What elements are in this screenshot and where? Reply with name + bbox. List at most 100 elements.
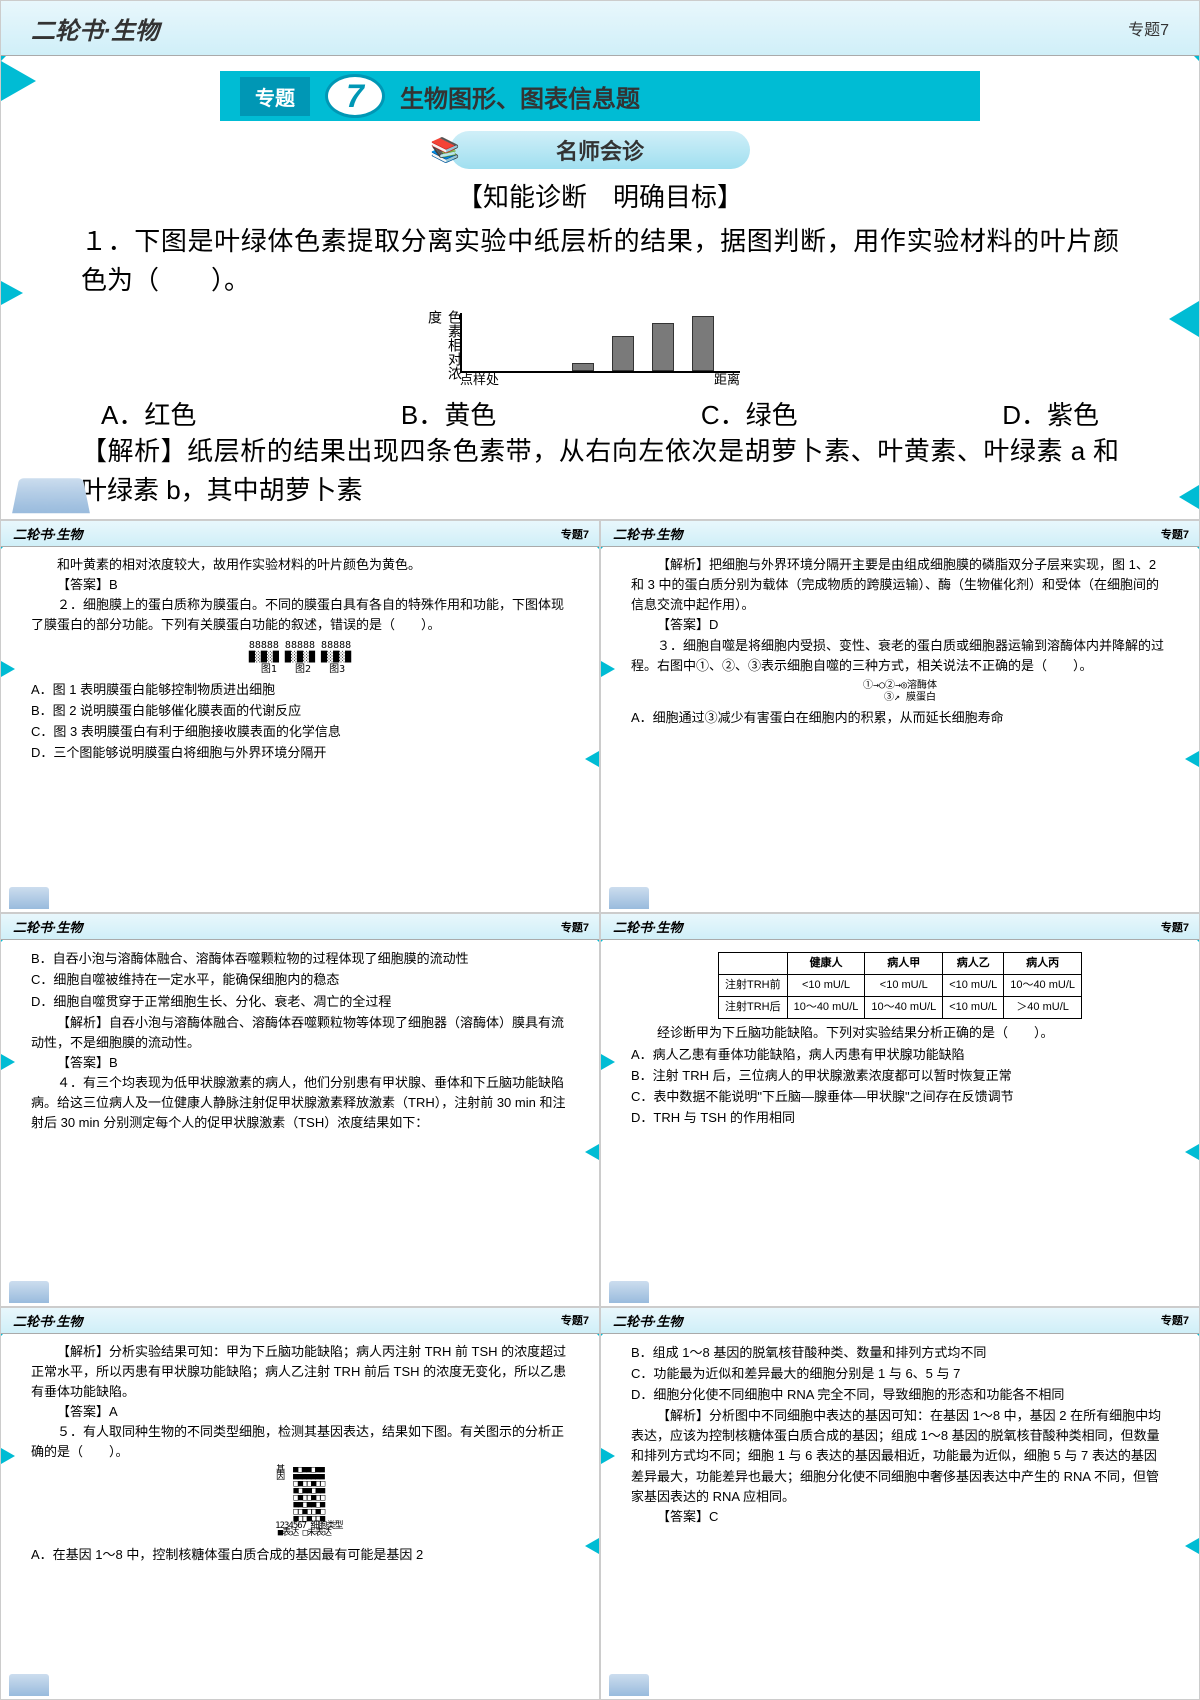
paragraph: ４．有三个均表现为低甲状腺激素的病人，他们分别患有甲状腺、垂体和下丘脑功能缺陷病…: [31, 1073, 569, 1133]
slide-content: 【解析】把细胞与外界环境分隔开主要是由组成细胞膜的磷脂双分子层来实现，图 1、2…: [601, 547, 1199, 737]
book-title: 二轮书·生物: [13, 917, 82, 936]
book-title: 二轮书·生物: [13, 524, 82, 543]
option: C．表中数据不能说明"下丘脑—腺垂体—甲状腺"之间存在反馈调节: [631, 1087, 1169, 1107]
book-decoration-icon: [609, 887, 649, 909]
chart-bar: [652, 323, 674, 371]
option: D．细胞分化使不同细胞中 RNA 完全不同，导致细胞的形态和功能各不相同: [631, 1385, 1169, 1405]
topic-label: 专题7: [1161, 526, 1189, 542]
option: D．三个图能够说明膜蛋白将细胞与外界环境分隔开: [31, 743, 569, 763]
decor-tri: [1, 281, 23, 305]
small-header: 二轮书·生物 专题7: [1, 1308, 599, 1334]
decor-tri: [1, 61, 36, 101]
book-decoration-icon: [609, 1674, 649, 1696]
inline-diagram: ①→○②→◎溶酶体 ③↗ 膜蛋白: [631, 680, 1169, 704]
topic-title: 生物图形、图表信息题: [400, 79, 640, 114]
option: B．组成 1～8 基因的脱氧核苷酸种类、数量和排列方式均不同: [631, 1343, 1169, 1363]
book-decoration-icon: [12, 478, 90, 513]
small-slide: 二轮书·生物 专题7 B．自吞小泡与溶酶体融合、溶酶体吞噬颗粒物的过程体现了细胞…: [0, 913, 600, 1306]
small-slide: 二轮书·生物 专题7 【解析】分析实验结果可知：甲为下丘脑功能缺陷；病人丙注射 …: [0, 1307, 600, 1700]
pigment-chart: 色素相对浓度 点样处 距离: [425, 310, 775, 385]
paragraph: 【答案】B: [31, 575, 569, 595]
paragraph: ３．细胞自噬是将细胞内受损、变性、衰老的蛋白质或细胞器运输到溶酶体内并降解的过程…: [631, 636, 1169, 676]
inline-diagram: 88888 88888 88888 █░█░█ █░█░█ █░█░█ 图1 图…: [31, 640, 569, 676]
paragraph: 【答案】C: [631, 1507, 1169, 1527]
topic-label: 专题7: [561, 526, 589, 542]
sub-banner: 📚 名师会诊: [450, 131, 750, 169]
paragraph: 【解析】自吞小泡与溶酶体融合、溶酶体吞噬颗粒物等体现了细胞器（溶酶体）膜具有流动…: [31, 1013, 569, 1053]
topic-label: 专题7: [1161, 1312, 1189, 1328]
option-a: A．红色: [101, 395, 196, 432]
decor-tri: [1179, 485, 1199, 509]
topic-tag: 专题: [240, 77, 310, 116]
decor-tri: [1169, 301, 1199, 337]
option: B．注射 TRH 后，三位病人的甲状腺激素浓度都可以暂时恢复正常: [631, 1066, 1169, 1086]
option: A．图 1 表明膜蛋白能够控制物质进出细胞: [31, 680, 569, 700]
paragraph: 【解析】把细胞与外界环境分隔开主要是由组成细胞膜的磷脂双分子层来实现，图 1、2…: [631, 555, 1169, 615]
paragraph: 【解析】分析实验结果可知：甲为下丘脑功能缺陷；病人丙注射 TRH 前 TSH 的…: [31, 1342, 569, 1402]
data-table: 健康人病人甲病人乙病人丙注射TRH前<10 mU/L<10 mU/L<10 mU…: [718, 952, 1082, 1019]
question-text: １．下图是叶绿体色素提取分离实验中纸层析的结果，据图判断，用作实验材料的叶片颜色…: [1, 222, 1199, 300]
chart-axis: [460, 313, 740, 373]
option: C．功能最为近似和差异最大的细胞分别是 1 与 6、5 与 7: [631, 1364, 1169, 1384]
books-icon: 📚: [430, 136, 460, 165]
book-title: 二轮书·生物: [613, 1311, 682, 1330]
option: D．细胞自噬贯穿于正常细胞生长、分化、衰老、凋亡的全过程: [31, 992, 569, 1012]
option: A．在基因 1～8 中，控制核糖体蛋白质合成的基因最有可能是基因 2: [31, 1545, 569, 1565]
small-header: 二轮书·生物 专题7: [1, 521, 599, 547]
option: B．自吞小泡与溶酶体融合、溶酶体吞噬颗粒物的过程体现了细胞膜的流动性: [31, 949, 569, 969]
xlabel-start: 点样处: [460, 369, 499, 388]
slide-content: B．组成 1～8 基因的脱氧核苷酸种类、数量和排列方式均不同C．功能最为近似和差…: [601, 1334, 1199, 1535]
option-b: B．黄色: [401, 395, 496, 432]
gene-grid-diagram: 基 ■□■■□■■ 因 ■■■■■■■ □■□□■□□ ■□■■□■■ □■□□…: [31, 1467, 569, 1541]
slide-content: 健康人病人甲病人乙病人丙注射TRH前<10 mU/L<10 mU/L<10 mU…: [601, 940, 1199, 1137]
book-title: 二轮书·生物: [31, 11, 159, 46]
topic-label: 专题7: [1128, 16, 1169, 40]
small-header: 二轮书·生物 专题7: [601, 521, 1199, 547]
chart-xlabels: 点样处 距离: [460, 369, 740, 388]
topic-number: 7: [325, 74, 385, 118]
slide-content: 【解析】分析实验结果可知：甲为下丘脑功能缺陷；病人丙注射 TRH 前 TSH 的…: [1, 1334, 599, 1574]
small-header: 二轮书·生物 专题7: [601, 1308, 1199, 1334]
option: B．图 2 说明膜蛋白能够催化膜表面的代谢反应: [31, 701, 569, 721]
book-decoration-icon: [9, 887, 49, 909]
book-decoration-icon: [609, 1281, 649, 1303]
topic-label: 专题7: [561, 919, 589, 935]
options-row: A．红色 B．黄色 C．绿色 D．紫色: [1, 395, 1199, 432]
main-slide: 二轮书·生物 专题7 专题 7 生物图形、图表信息题 📚 名师会诊 【知能诊断 …: [0, 0, 1200, 520]
paragraph: 【答案】A: [31, 1402, 569, 1422]
book-decoration-icon: [9, 1674, 49, 1696]
chart-bar: [612, 336, 634, 371]
topic-label: 专题7: [1161, 919, 1189, 935]
chart-bar: [692, 316, 714, 371]
slide-content: 和叶黄素的相对浓度较大，故用作实验材料的叶片颜色为黄色。【答案】B２．细胞膜上的…: [1, 547, 599, 772]
book-title: 二轮书·生物: [613, 917, 682, 936]
small-slide: 二轮书·生物 专题7 健康人病人甲病人乙病人丙注射TRH前<10 mU/L<10…: [600, 913, 1200, 1306]
slide-content: B．自吞小泡与溶酶体融合、溶酶体吞噬颗粒物的过程体现了细胞膜的流动性C．细胞自噬…: [1, 940, 599, 1141]
option-d: D．紫色: [1002, 395, 1099, 432]
small-header: 二轮书·生物 专题7: [1, 914, 599, 940]
paragraph: 和叶黄素的相对浓度较大，故用作实验材料的叶片颜色为黄色。: [31, 555, 569, 575]
slide-header: 二轮书·生物 专题7: [1, 1, 1199, 56]
small-slide: 二轮书·生物 专题7 和叶黄素的相对浓度较大，故用作实验材料的叶片颜色为黄色。【…: [0, 520, 600, 913]
paragraph: ２．细胞膜上的蛋白质称为膜蛋白。不同的膜蛋白具有各自的特殊作用和功能，下图体现了…: [31, 595, 569, 635]
small-slides-grid: 二轮书·生物 专题7 和叶黄素的相对浓度较大，故用作实验材料的叶片颜色为黄色。【…: [0, 520, 1200, 1700]
small-slide: 二轮书·生物 专题7 B．组成 1～8 基因的脱氧核苷酸种类、数量和排列方式均不…: [600, 1307, 1200, 1700]
analysis-text: 【解析】纸层析的结果出现四条色素带，从右向左依次是胡萝卜素、叶黄素、叶绿素 a …: [1, 432, 1199, 510]
paragraph: 【答案】D: [631, 615, 1169, 635]
book-decoration-icon: [9, 1281, 49, 1303]
paragraph: 【解析】分析图中不同细胞中表达的基因可知：在基因 1～8 中，基因 2 在所有细…: [631, 1406, 1169, 1507]
xlabel-end: 距离: [714, 369, 740, 388]
small-header: 二轮书·生物 专题7: [601, 914, 1199, 940]
topic-banner: 专题 7 生物图形、图表信息题: [220, 71, 980, 121]
topic-label: 专题7: [561, 1312, 589, 1328]
paragraph: 经诊断甲为下丘脑功能缺陷。下列对实验结果分析正确的是（ ）。: [631, 1023, 1169, 1043]
sub-banner-text: 名师会诊: [556, 134, 644, 166]
book-title: 二轮书·生物: [613, 524, 682, 543]
small-slide: 二轮书·生物 专题7 【解析】把细胞与外界环境分隔开主要是由组成细胞膜的磷脂双分…: [600, 520, 1200, 913]
option: C．图 3 表明膜蛋白有利于细胞接收膜表面的化学信息: [31, 722, 569, 742]
option: D．TRH 与 TSH 的作用相同: [631, 1108, 1169, 1128]
diagnosis-title: 【知能诊断 明确目标】: [1, 177, 1199, 214]
option: C．细胞自噬被维持在一定水平，能确保细胞内的稳态: [31, 970, 569, 990]
option: A．细胞通过③减少有害蛋白在细胞内的积累，从而延长细胞寿命: [631, 708, 1169, 728]
paragraph: 【答案】B: [31, 1053, 569, 1073]
